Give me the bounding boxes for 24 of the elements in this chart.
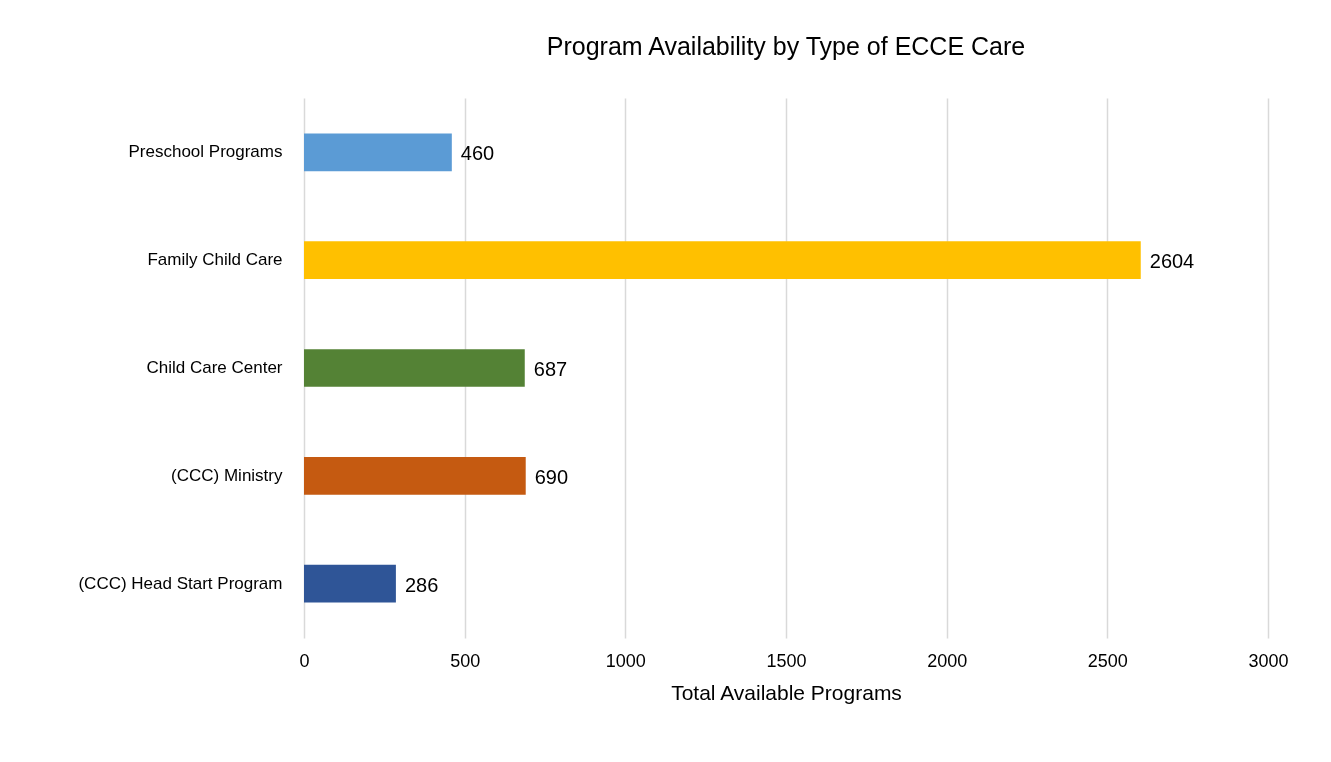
data-label: 690: [534, 465, 569, 488]
chart-title: Program Availability by Type of ECCE Care: [546, 32, 1026, 60]
y-tick-label: Child Care Center: [146, 358, 283, 377]
bar: [304, 564, 396, 603]
x-tick-label: 3000: [1248, 650, 1289, 671]
y-tick-label: (CCC) Ministry: [171, 465, 283, 485]
y-tick-label: (CCC) Head Start Program: [78, 573, 283, 593]
data-label: 2604: [1149, 250, 1195, 273]
data-label: 286: [404, 573, 439, 596]
data-label: 687: [533, 358, 568, 380]
x-tick-label: 0: [299, 650, 310, 671]
y-tick-label: Family Child Care: [147, 250, 283, 270]
bar: [304, 241, 1141, 280]
x-tick-label: 2000: [927, 650, 968, 671]
bar: [304, 133, 452, 172]
x-tick-label: 1000: [605, 650, 646, 671]
data-label: 460: [460, 142, 495, 165]
x-tick-label: 500: [450, 650, 481, 671]
x-tick-label: 2500: [1087, 650, 1128, 671]
y-tick-label: Preschool Programs: [128, 142, 283, 162]
x-tick-label: 1500: [766, 650, 807, 671]
bar: [304, 456, 526, 495]
bar: [304, 349, 525, 387]
x-axis-title: Total Available Programs: [671, 680, 902, 704]
